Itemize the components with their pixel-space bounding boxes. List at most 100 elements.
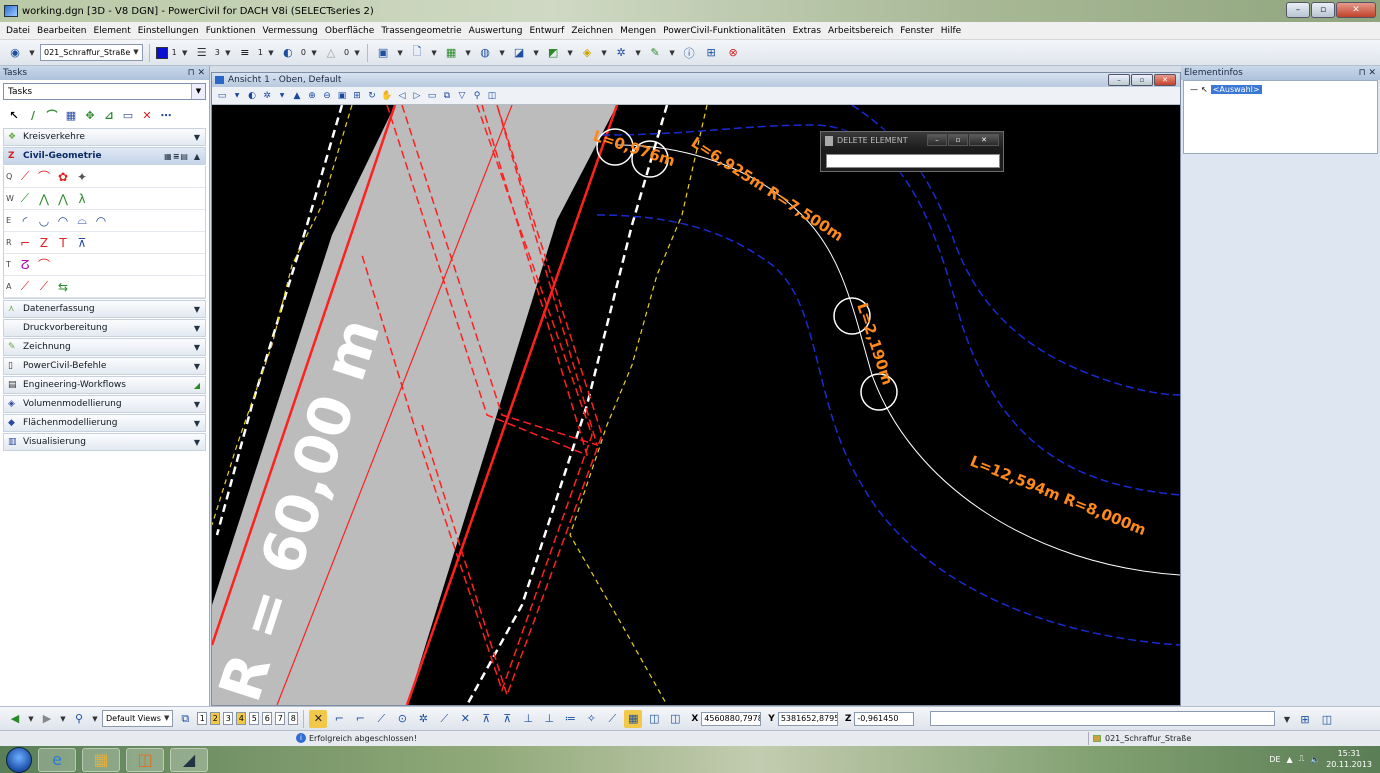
walk-icon[interactable]: ⚲ xyxy=(473,90,481,101)
arc-tool-icon[interactable]: ⌒ xyxy=(37,170,50,184)
clip-volume-icon[interactable]: ⧉ xyxy=(443,90,451,101)
lineweight-icon[interactable]: ≡ xyxy=(240,46,250,59)
x-coord-field[interactable]: 4560880,79781 xyxy=(701,711,762,726)
dropdown-arrow-icon[interactable]: ▼ xyxy=(225,48,231,57)
menu-powercivil[interactable]: PowerCivil-Funktionalitäten xyxy=(663,25,786,36)
view-mode-icons[interactable]: ▦≡▤ xyxy=(164,151,189,161)
rotate-view-icon[interactable]: ↻ xyxy=(368,90,376,101)
view-next-icon[interactable]: ▷ xyxy=(413,90,421,101)
snap-tangent-point-icon[interactable]: ⊼ xyxy=(503,712,512,725)
language-indicator[interactable]: DE xyxy=(1269,754,1281,764)
menu-datei[interactable]: Datei xyxy=(6,25,31,36)
color-swatch[interactable] xyxy=(155,46,168,59)
globe-icon[interactable]: ◍ xyxy=(480,46,490,59)
category-zeichnung[interactable]: ✎ Zeichnung ▼ xyxy=(3,338,206,356)
menu-zeichnen[interactable]: Zeichnen xyxy=(571,25,614,36)
zoom-in-icon[interactable]: ⊕ xyxy=(308,90,316,101)
view-toggle-3[interactable]: 3 xyxy=(223,712,234,725)
dropdown-arrow-icon[interactable]: ▼ xyxy=(567,48,573,57)
spiral-tool-icon[interactable]: ✿ xyxy=(57,169,69,184)
dropdown-arrow-icon[interactable]: ▼ xyxy=(431,48,437,57)
menu-oberflaeche[interactable]: Oberfläche xyxy=(324,25,375,36)
back-icon[interactable]: ◀ xyxy=(10,712,20,725)
dropdown-arrow-icon[interactable]: ▼ xyxy=(601,48,607,57)
pan-view-icon[interactable]: ✋ xyxy=(381,90,393,101)
snap-center-icon[interactable]: ⊙ xyxy=(397,712,407,725)
menu-vermessung[interactable]: Vermessung xyxy=(262,25,318,36)
category-kreisverkehre[interactable]: ❖ Kreisverkehre ▼ xyxy=(3,128,206,146)
z-coord-field[interactable]: -0,961450 xyxy=(854,711,915,726)
dialog-maximize-button[interactable]: ▫ xyxy=(948,134,968,146)
snap-mode-icon[interactable]: ✕ xyxy=(309,709,328,728)
view-minimize-button[interactable]: – xyxy=(1108,74,1130,86)
display-style-icon[interactable]: ◐ xyxy=(248,90,256,101)
menu-element[interactable]: Element xyxy=(93,25,131,36)
references-icon[interactable]: ◪ xyxy=(513,46,525,59)
snap-tangent-icon[interactable]: ⊼ xyxy=(482,712,491,725)
alignment-icon[interactable]: ⟋ xyxy=(20,279,30,293)
shape-icon[interactable]: ▦ xyxy=(65,108,77,122)
copy-view-icon[interactable]: ▭ xyxy=(427,90,437,101)
alignment-edit-icon[interactable]: ⟋ xyxy=(39,279,49,293)
snap-point-through-icon[interactable]: ✧ xyxy=(586,712,596,725)
primary-tools-icon[interactable]: ▣ xyxy=(377,46,389,59)
line-between-icon[interactable]: ⟋ xyxy=(20,191,30,205)
complex-icon[interactable]: ⵒ xyxy=(20,257,30,272)
dropdown-arrow-icon[interactable]: ▼ xyxy=(499,48,505,57)
view-toggle-6[interactable]: 6 xyxy=(262,712,273,725)
taskbar-outlook-icon[interactable]: ◫ xyxy=(126,747,164,772)
dropdown-arrow-icon[interactable]: ▼ xyxy=(182,48,188,57)
accusnap-icon[interactable]: ⚲ xyxy=(74,712,84,725)
grid-icon[interactable]: ⊞ xyxy=(706,46,716,59)
key-in-browse-icon[interactable]: ⊞ xyxy=(1300,712,1310,726)
models-icon[interactable]: ▦ xyxy=(445,46,457,59)
dialog-close-button[interactable]: ✕ xyxy=(969,134,999,146)
camera-icon[interactable]: ▽ xyxy=(458,90,466,101)
menu-arbeitsbereich[interactable]: Arbeitsbereich xyxy=(828,25,894,36)
snap-multi-icon[interactable]: ⟋ xyxy=(608,711,617,725)
views-combo[interactable]: Default Views ▼ xyxy=(102,710,174,727)
info-icon[interactable]: ⓘ xyxy=(683,46,695,60)
drawing-canvas[interactable]: R = 60,00 m L=0,976m L=6,925m R=7,500m L… xyxy=(212,105,1180,705)
forward-icon[interactable]: ▶ xyxy=(42,712,52,725)
dialog-prompt-field[interactable] xyxy=(826,154,1000,168)
view-attributes-icon[interactable]: ▭ xyxy=(217,90,227,101)
dropdown-arrow-icon[interactable]: ▼ xyxy=(669,48,675,57)
dropdown-arrow-icon[interactable]: ▼ xyxy=(92,714,98,723)
extend-icon[interactable]: ⊼ xyxy=(77,235,87,250)
dialog-minimize-button[interactable]: – xyxy=(927,134,947,146)
dropdown-arrow-icon[interactable]: ▼ xyxy=(635,48,641,57)
place-line-icon[interactable]: ∕ xyxy=(30,108,36,122)
transparency-icon[interactable]: ◐ xyxy=(283,46,293,59)
menu-mengen[interactable]: Mengen xyxy=(620,25,657,36)
y-coord-field[interactable]: 5381652,87955 xyxy=(777,711,838,726)
view-groups-icon[interactable]: ⧉ xyxy=(181,711,190,725)
snap-keypoint-icon[interactable]: ⌐ xyxy=(334,712,344,725)
saved-view-icon[interactable]: ◫ xyxy=(487,90,497,101)
view-toggle-8[interactable]: 8 xyxy=(288,712,299,725)
select-element-icon[interactable]: ↖ xyxy=(9,108,19,122)
dropdown-arrow-icon[interactable]: ▼ xyxy=(28,714,34,723)
menu-extras[interactable]: Extras xyxy=(792,25,822,36)
dropdown-arrow-icon[interactable]: ▼ xyxy=(234,92,240,99)
view-toggle-5[interactable]: 5 xyxy=(249,712,260,725)
snap-parallel-icon[interactable]: ≔ xyxy=(564,712,576,725)
no-symbol-icon[interactable]: ⊗ xyxy=(728,46,738,59)
category-datenerfassung[interactable]: ⋏ Datenerfassung ▼ xyxy=(3,300,206,318)
priority-icon[interactable]: △ xyxy=(326,46,336,59)
dropdown-arrow-icon[interactable]: ▼ xyxy=(29,48,35,57)
dropdown-arrow-icon[interactable]: ▼ xyxy=(60,714,66,723)
angle-icon[interactable]: ⋀ xyxy=(39,191,49,206)
arc-point-icon[interactable]: ◠ xyxy=(57,213,69,228)
snap-origin-icon[interactable]: ✲ xyxy=(418,712,428,725)
snap-option-icon[interactable]: ◫ xyxy=(649,712,660,725)
modify-icon[interactable]: ⊿ xyxy=(104,108,114,122)
menu-hilfe[interactable]: Hilfe xyxy=(940,25,962,36)
point-tool-icon[interactable]: ✦ xyxy=(76,169,88,184)
view-toggle-7[interactable]: 7 xyxy=(275,712,286,725)
menu-funktionen[interactable]: Funktionen xyxy=(205,25,256,36)
category-visualisierung[interactable]: ▥ Visualisierung ▼ xyxy=(3,433,206,451)
drawing-svg[interactable]: R = 60,00 m L=0,976m L=6,925m R=7,500m L… xyxy=(212,105,1180,705)
dropdown-arrow-icon[interactable]: ▼ xyxy=(533,48,539,57)
line-tool-icon[interactable]: ⟋ xyxy=(20,169,30,183)
